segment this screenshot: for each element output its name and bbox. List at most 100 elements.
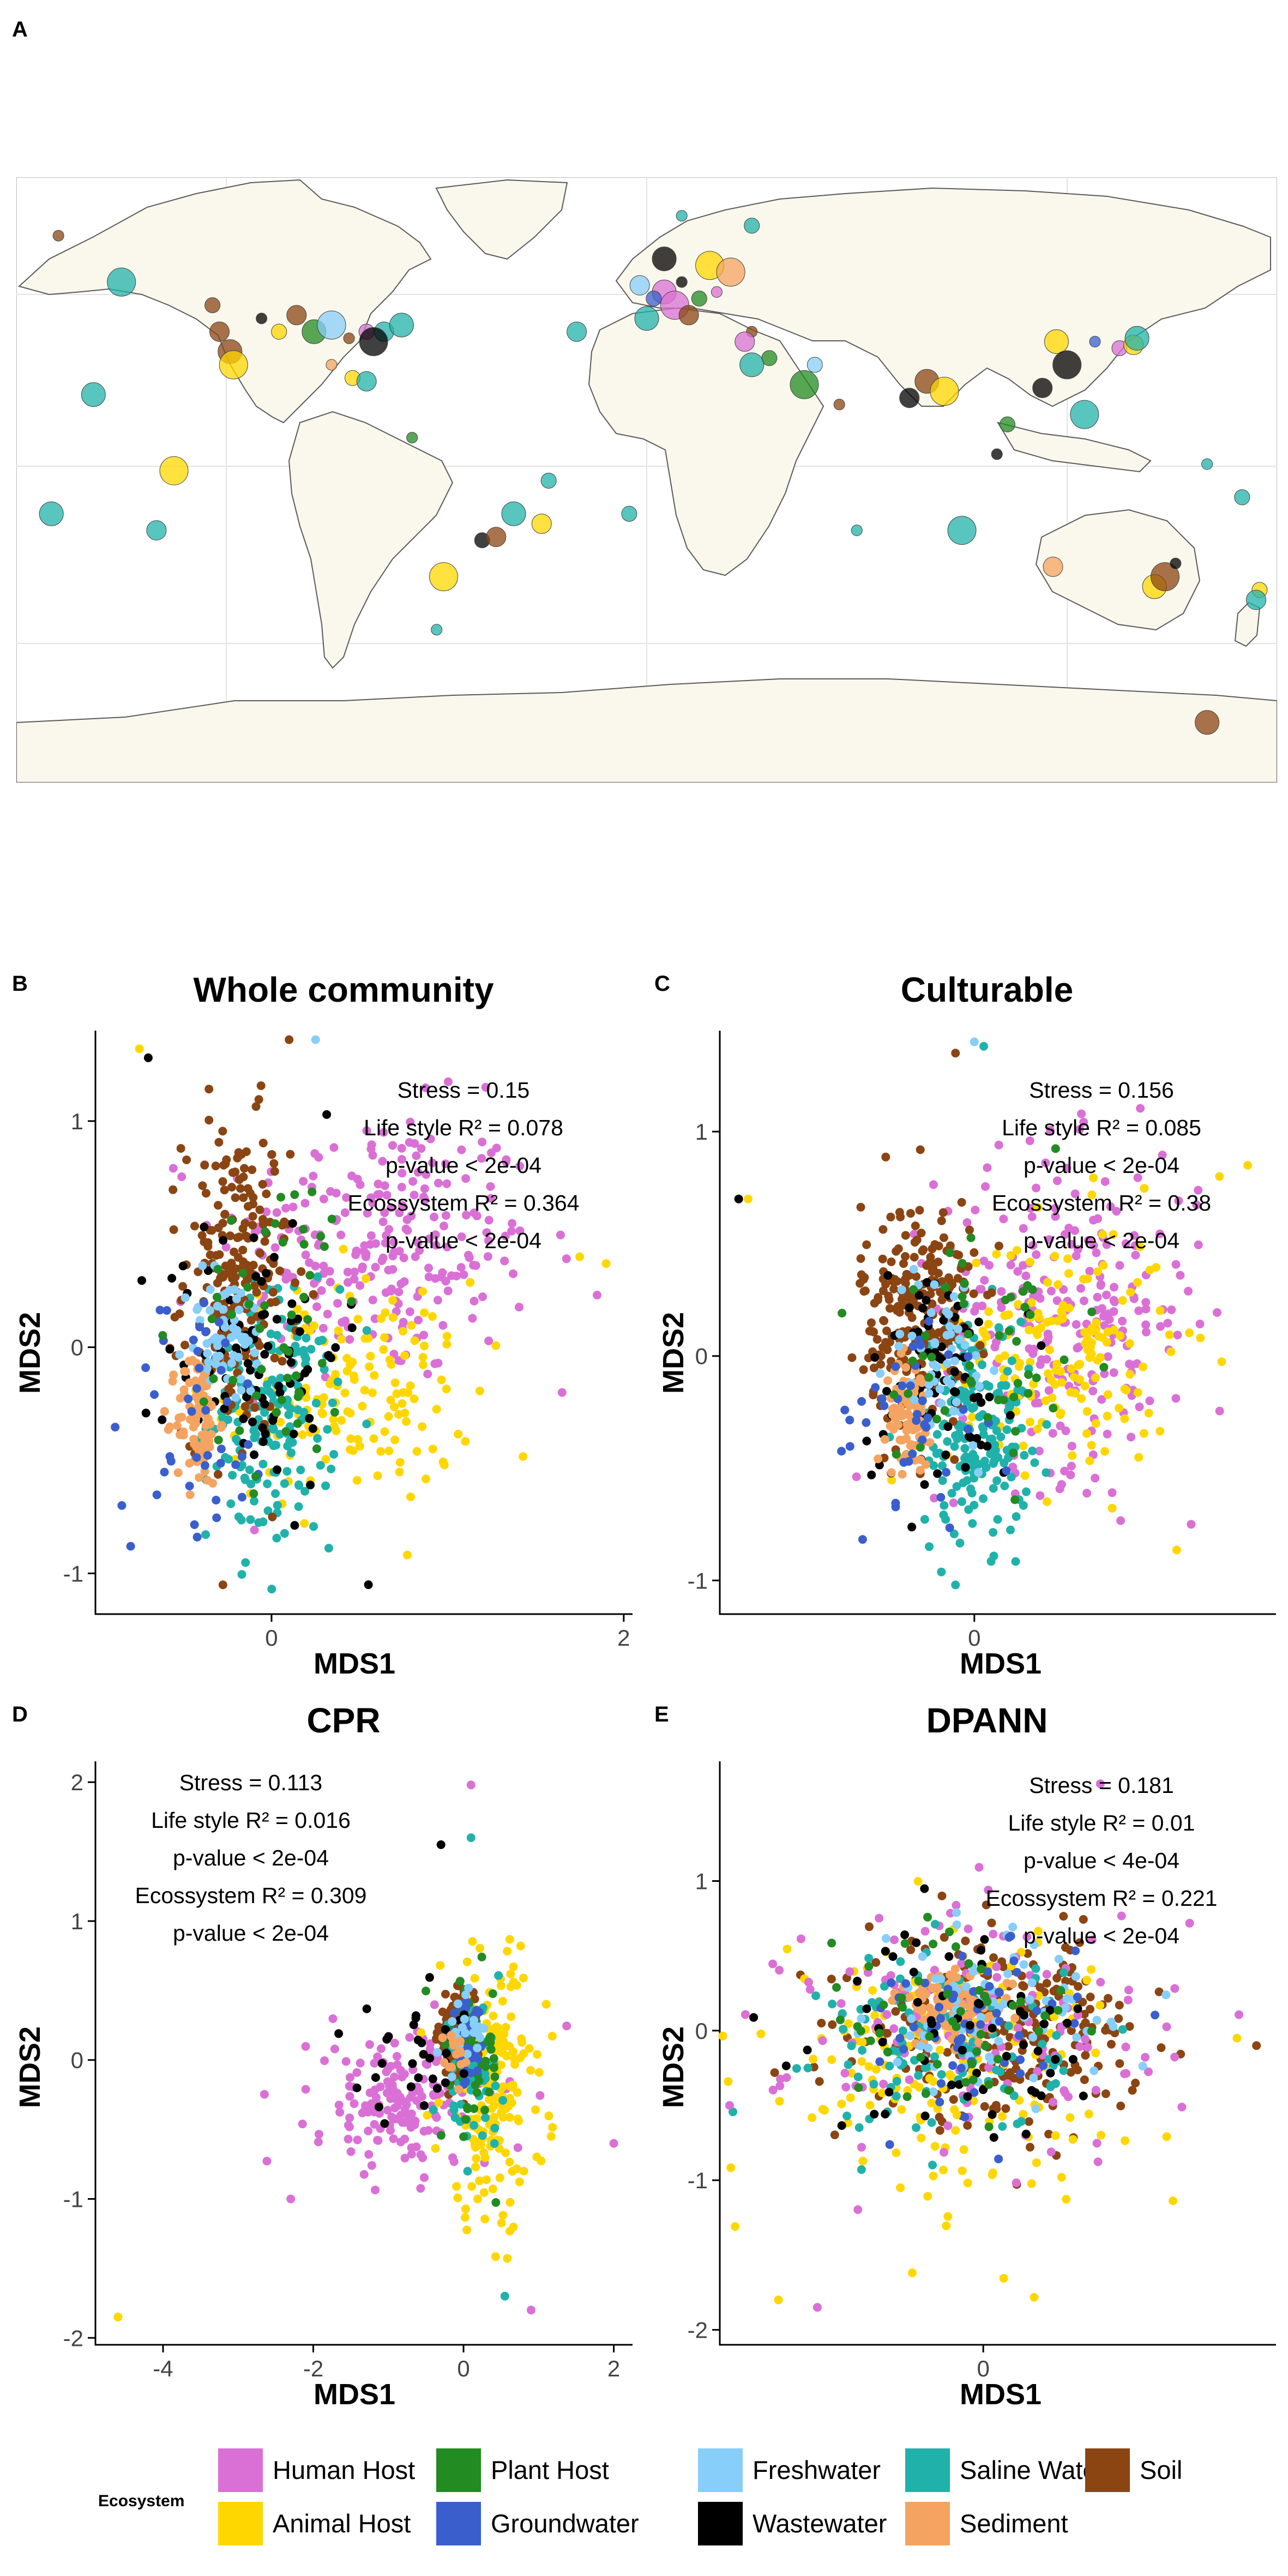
panel-c-point-saline-water — [949, 1530, 959, 1538]
panel-b-point-soil — [220, 1185, 229, 1195]
panel-b-point-saline-water — [287, 1448, 296, 1458]
panel-c-point-animal-host — [1052, 1359, 1062, 1369]
panel-c-ytick-label: -1 — [688, 1568, 708, 1593]
panel-c-point-human-host — [1073, 1245, 1082, 1254]
panel-c-point-human-host — [1076, 1284, 1085, 1293]
panel-c-point-human-host — [1109, 1307, 1118, 1316]
panel-c-point-animal-host — [1126, 1370, 1135, 1379]
panel-d-point-human-host — [373, 2135, 382, 2145]
panel-e-point-wastewater — [988, 2024, 997, 2033]
panel-d-point-human-host — [432, 2113, 441, 2122]
panel-e-point-saline-water — [868, 1998, 877, 2007]
panel-b-point-groundwater — [214, 1317, 224, 1327]
map-site-freshwater — [806, 357, 823, 373]
panel-d-point-soil — [434, 2023, 443, 2032]
panel-e-point-saline-water — [729, 2107, 737, 2116]
panel-e-point-wastewater — [1037, 2091, 1046, 2100]
panel-b-point-wastewater — [225, 1296, 234, 1304]
panel-c-point-human-host — [1075, 1125, 1084, 1134]
panel-d-point-human-host — [376, 2082, 385, 2091]
panel-d-point-freshwater — [458, 2023, 467, 2032]
panel-e-point-saline-water — [912, 2123, 920, 2132]
panel-b-point-saline-water — [294, 1480, 303, 1489]
panel-d-point-animal-host — [515, 2053, 525, 2062]
panel-d-point-human-host — [346, 2147, 356, 2156]
panel-b-point-freshwater — [311, 1035, 320, 1044]
panel-d-point-animal-host — [479, 2148, 489, 2157]
panel-b-point-soil — [258, 1179, 267, 1189]
panel-d-point-plant-host — [485, 2033, 494, 2043]
panel-b-point-saline-water — [280, 1529, 289, 1538]
panel-b-point-animal-host — [379, 1345, 388, 1354]
panel-e-point-saline-water — [1044, 2055, 1054, 2064]
panel-b-point-human-host — [431, 1230, 440, 1239]
panel-b-point-human-host — [395, 1247, 404, 1256]
panel-d-stat-pvalue-1: p-value < 2e-04 — [172, 1845, 329, 1870]
panel-e-point-animal-host — [1091, 2048, 1100, 2057]
panel-b-point-freshwater — [231, 1393, 240, 1402]
panel-c-culturable: Culturable 0 -1 0 1 Stress = 0.156 Life sty… — [643, 960, 1288, 1685]
panel-b-point-soil — [180, 1340, 189, 1350]
panel-b-point-wastewater — [327, 1353, 335, 1363]
panel-e-point-animal-host — [923, 2192, 932, 2201]
panel-c-point-human-host — [1102, 1290, 1111, 1299]
panel-d-point-animal-host — [505, 2113, 514, 2122]
panel-b-point-wastewater — [257, 1310, 267, 1320]
panel-c-point-freshwater — [924, 1389, 934, 1398]
panel-b-point-human-host — [388, 1141, 397, 1150]
panel-d-point-animal-host — [508, 2166, 517, 2176]
panel-b-point-wastewater — [322, 1110, 332, 1119]
panel-b-point-soil — [214, 1137, 224, 1147]
panel-e-point-human-host — [1141, 2053, 1150, 2062]
panel-c-point-groundwater — [1002, 1466, 1011, 1475]
panel-e-point-animal-host — [1084, 2109, 1093, 2118]
panel-c-point-saline-water — [1003, 1367, 1012, 1376]
panel-b-point-animal-host — [406, 1492, 415, 1501]
panel-d-point-wastewater — [428, 2074, 437, 2084]
panel-d-point-wastewater — [408, 2059, 417, 2068]
map-site-saline-water — [146, 520, 167, 541]
panel-b-point-groundwater — [203, 1450, 212, 1460]
panel-c-point-animal-host — [1012, 1246, 1021, 1255]
panel-d-point-animal-host — [452, 2182, 461, 2191]
panel-d-point-human-host — [301, 2085, 310, 2094]
panel-c-xtick-label: 0 — [968, 1625, 980, 1651]
panel-e-point-groundwater — [1000, 2058, 1009, 2067]
panel-e-point-animal-host — [1032, 2158, 1041, 2168]
panel-b-point-animal-host — [418, 1287, 427, 1296]
panel-c-point-soil — [900, 1276, 909, 1285]
panel-c-point-freshwater — [953, 1325, 962, 1334]
panel-b-point-wastewater — [274, 1381, 284, 1391]
panel-e-point-animal-host — [846, 2093, 855, 2102]
panel-e-point-saline-water — [880, 1982, 889, 1991]
panel-b-point-animal-host — [412, 1447, 422, 1456]
panel-e-point-soil — [770, 2068, 779, 2077]
panel-b-point-soil — [255, 1249, 264, 1258]
panel-c-point-freshwater — [909, 1265, 918, 1274]
panel-b-point-animal-host — [400, 1351, 409, 1360]
panel-b-point-freshwater — [221, 1289, 230, 1298]
panel-e-point-soil — [1086, 1993, 1095, 2002]
panel-e-point-animal-host — [951, 2126, 960, 2135]
panel-b-point-animal-host — [365, 1362, 374, 1371]
panel-b-point-animal-host — [491, 1341, 501, 1350]
panel-b-point-groundwater — [237, 1452, 246, 1461]
panel-e-point-sediment — [888, 1996, 897, 2005]
legend-label: Plant Host — [491, 2455, 609, 2484]
panel-b-point-plant-host — [312, 1444, 321, 1453]
panel-b-point-groundwater — [189, 1335, 198, 1345]
panel-c-point-human-host — [929, 1180, 938, 1189]
panel-d-point-sediment — [461, 2058, 471, 2067]
panel-b-point-plant-host — [251, 1472, 260, 1481]
panel-e-point-plant-host — [976, 2030, 985, 2039]
panel-b-point-animal-host — [337, 1416, 346, 1425]
panel-e-point-animal-host — [718, 2031, 727, 2041]
panel-b-point-animal-host — [466, 1278, 475, 1287]
panel-b-point-sediment — [207, 1400, 216, 1410]
panel-c-point-human-host — [1125, 1359, 1134, 1369]
panel-d-point-freshwater — [461, 1990, 470, 2000]
panel-b-point-soil — [286, 1149, 295, 1159]
panel-c-point-plant-host — [1010, 1495, 1020, 1504]
panel-e-point-soil — [1114, 2014, 1123, 2023]
panel-b-point-groundwater — [222, 1397, 232, 1406]
